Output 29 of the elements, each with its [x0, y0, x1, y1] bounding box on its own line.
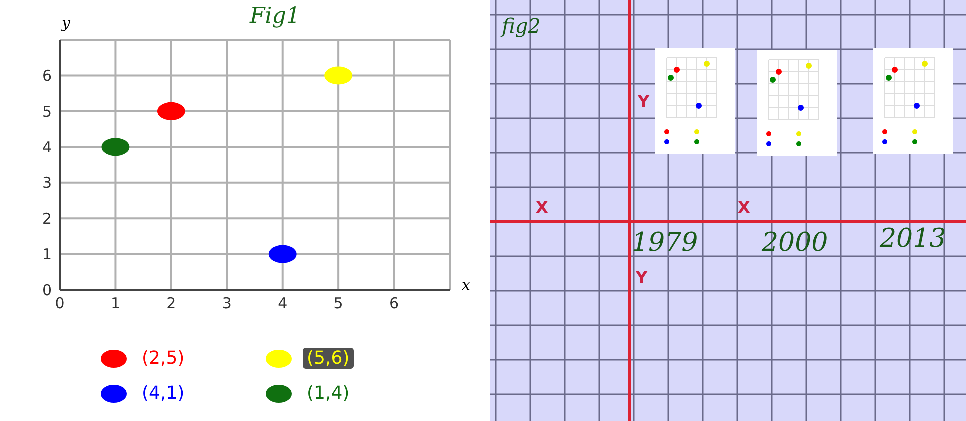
legend-label: (2,5)	[141, 348, 186, 369]
y-axis-title: y	[62, 14, 70, 32]
x-tick-label: 4	[278, 294, 288, 313]
y-tick-label: 0	[42, 281, 52, 300]
y-tick-label: 6	[42, 67, 52, 86]
text: 1979	[632, 228, 698, 258]
x-tick-label: 5	[334, 294, 344, 313]
x-axis-title: x	[462, 276, 470, 294]
y-tick-label: 2	[42, 210, 52, 228]
x-tick-label: 2	[166, 294, 176, 313]
text: 2000	[762, 228, 828, 258]
x-tick-label: 0	[55, 294, 65, 313]
text: Y	[636, 268, 648, 287]
legend-label: (5,6)	[303, 348, 354, 369]
chart-title: Fig1	[250, 4, 300, 29]
y-tick-label: 3	[42, 174, 52, 192]
legend-label: (1,4)	[306, 383, 351, 404]
text: 2013	[880, 224, 946, 254]
y-tick-label: 5	[42, 102, 52, 121]
text: X	[738, 198, 750, 217]
text: Y	[638, 92, 650, 111]
text: fig2	[502, 14, 541, 38]
x-tick-label: 1	[110, 294, 120, 313]
y-tick-label: 4	[42, 138, 52, 156]
x-tick-label: 6	[390, 294, 400, 313]
legend-label: (4,1)	[141, 383, 186, 404]
x-tick-label: 3	[222, 294, 232, 313]
text: X	[536, 198, 548, 217]
y-tick-label: 1	[42, 246, 52, 264]
